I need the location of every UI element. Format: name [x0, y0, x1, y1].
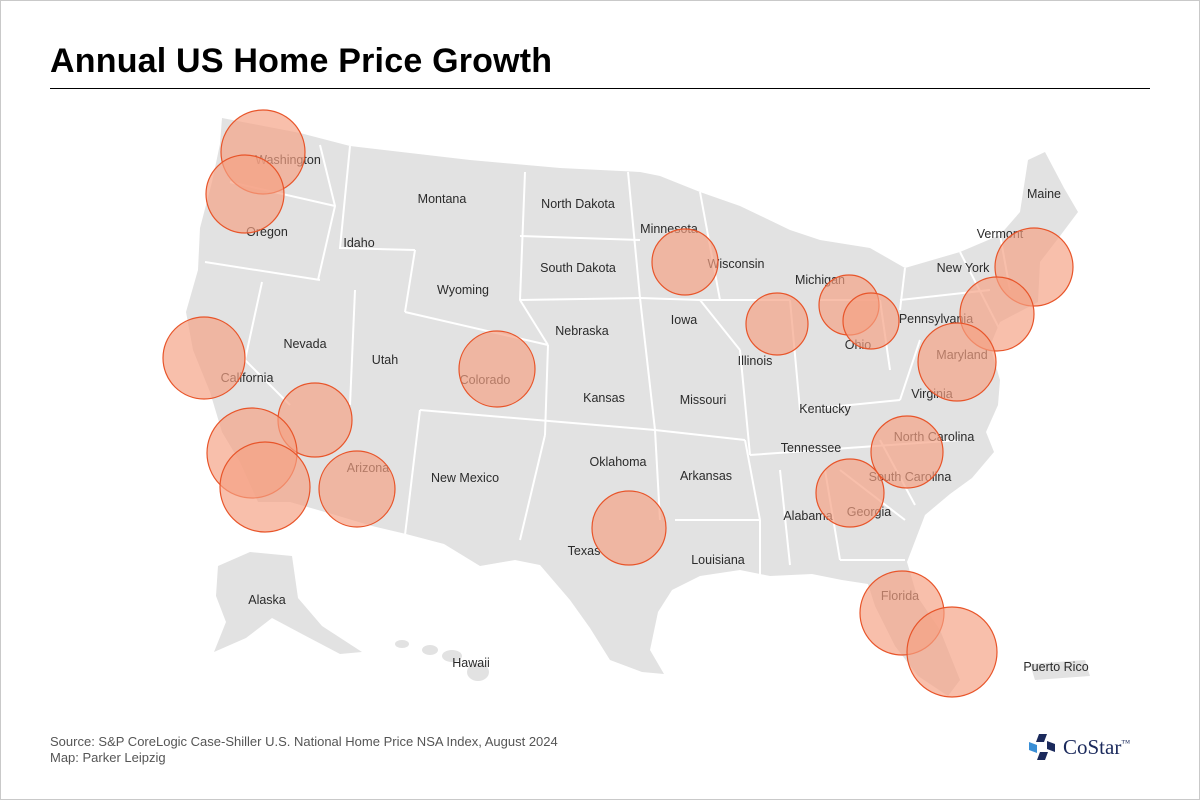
state-label-missouri: Missouri	[680, 393, 727, 407]
state-label-alaska: Alaska	[248, 593, 286, 607]
hawaii-island	[467, 663, 489, 681]
state-label-iowa: Iowa	[671, 313, 697, 327]
state-border	[204, 261, 321, 281]
metro-bubble-dallas	[591, 490, 667, 566]
state-label-maine: Maine	[1027, 187, 1061, 201]
state-border	[404, 409, 421, 536]
metro-bubble-cleveland	[842, 292, 900, 350]
state-border	[519, 434, 546, 541]
state-border	[404, 249, 416, 313]
state-border	[899, 267, 906, 311]
state-label-hawaii: Hawaii	[452, 656, 490, 670]
metro-bubble-minneapolis	[651, 228, 719, 296]
state-label-alabama: Alabama	[783, 509, 832, 523]
hawaii-island	[422, 645, 438, 655]
state-border	[519, 235, 641, 241]
mainland-us	[186, 118, 1078, 696]
state-border	[519, 297, 641, 301]
state-label-kansas: Kansas	[583, 391, 625, 405]
state-label-kentucky: Kentucky	[799, 402, 851, 416]
costar-star-icon	[1029, 734, 1055, 760]
state-label-illinois: Illinois	[738, 354, 773, 368]
source-note: Source: S&P CoreLogic Case-Shiller U.S. …	[50, 734, 558, 766]
state-label-south-dakota: South Dakota	[540, 261, 616, 275]
metro-bubble-san-francisco	[162, 316, 246, 400]
state-label-new-york: New York	[937, 261, 991, 275]
state-label-tennessee: Tennessee	[781, 441, 842, 455]
state-border	[799, 399, 901, 411]
state-label-nevada: Nevada	[283, 337, 326, 351]
state-border	[338, 145, 416, 251]
state-border	[654, 429, 746, 441]
metro-bubble-washington-dc	[917, 322, 997, 402]
credit-line: Map: Parker Leipzig	[50, 750, 166, 765]
state-border	[744, 439, 761, 521]
metro-bubble-chicago	[745, 292, 809, 356]
metro-bubbles	[162, 109, 1074, 698]
state-border	[739, 349, 751, 456]
state-label-nebraska: Nebraska	[555, 324, 609, 338]
state-label-new-mexico: New Mexico	[431, 471, 499, 485]
metro-bubble-miami	[906, 606, 998, 698]
state-label-montana: Montana	[418, 192, 467, 206]
source-line: Source: S&P CoreLogic Case-Shiller U.S. …	[50, 734, 558, 749]
costar-logo: CoStar™	[1027, 732, 1130, 762]
metro-bubble-denver	[458, 330, 536, 408]
state-label-puerto-rico: Puerto Rico	[1023, 660, 1088, 674]
land-layer	[186, 118, 1090, 696]
map-title: Annual US Home Price Growth	[50, 42, 553, 80]
state-border	[419, 409, 656, 431]
state-label-texas: Texas	[568, 544, 601, 558]
metro-bubble-phoenix	[318, 450, 396, 528]
state-label-north-dakota: North Dakota	[541, 197, 615, 211]
metro-bubble-atlanta	[815, 458, 885, 528]
title-rule	[50, 88, 1150, 89]
alaska-shape	[214, 552, 362, 654]
state-label-louisiana: Louisiana	[691, 553, 745, 567]
puerto-rico-shape	[1030, 660, 1090, 680]
metro-bubble-charlotte	[870, 415, 944, 489]
state-label-wisconsin: Wisconsin	[708, 257, 765, 271]
metro-bubble-san-diego	[219, 441, 311, 533]
state-label-idaho: Idaho	[343, 236, 374, 250]
state-border	[404, 311, 549, 346]
state-border	[779, 469, 791, 566]
hawaii-island	[395, 640, 409, 648]
state-border	[317, 144, 337, 281]
state-border	[654, 429, 661, 521]
state-label-arkansas: Arkansas	[680, 469, 732, 483]
state-label-wyoming: Wyoming	[437, 283, 489, 297]
state-border	[899, 339, 921, 401]
metro-bubble-portland	[205, 154, 285, 234]
state-label-utah: Utah	[372, 353, 398, 367]
state-label-oklahoma: Oklahoma	[590, 455, 647, 469]
costar-wordmark: CoStar™	[1063, 734, 1131, 759]
state-border	[349, 289, 356, 406]
hawaii-island	[442, 650, 462, 662]
